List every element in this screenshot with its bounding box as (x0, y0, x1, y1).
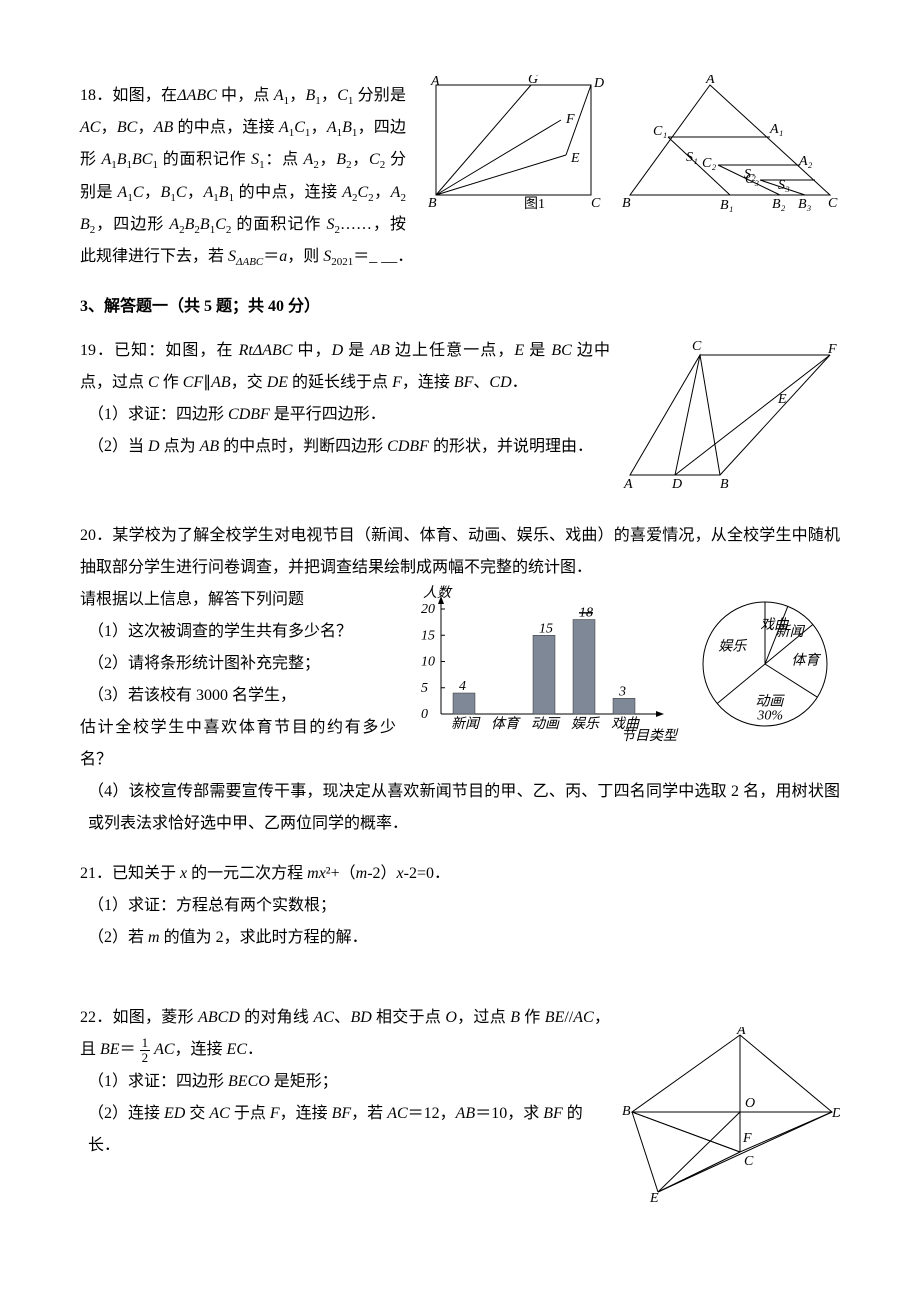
svg-text:18: 18 (579, 606, 593, 621)
svg-text:新闻: 新闻 (451, 716, 481, 732)
svg-text:D: D (831, 1106, 840, 1121)
svg-text:S₃: S₃ (778, 178, 790, 193)
q20-barchart: 人数节目类型051015204新闻体育15动画18娱乐3戏曲 (396, 584, 686, 744)
svg-text:C: C (828, 196, 838, 211)
svg-text:A: A (705, 75, 715, 87)
svg-text:0: 0 (421, 707, 428, 722)
svg-text:C₂: C₂ (702, 156, 716, 171)
svg-text:动画: 动画 (755, 693, 785, 709)
q21-sub2: （2）若 m 的值为 2，求此时方程的解． (80, 922, 840, 954)
svg-text:B: B (622, 1104, 631, 1119)
label-B: B (428, 196, 437, 210)
q21-text: 21．已知关于 x 的一元二次方程 mx²+（m-2）x-2=0． (80, 858, 840, 890)
svg-text:体育: 体育 (791, 653, 821, 669)
svg-text:3: 3 (618, 684, 626, 699)
svg-text:S₁: S₁ (686, 150, 698, 165)
svg-text:A: A (736, 1027, 746, 1038)
svg-text:动画: 动画 (531, 716, 561, 732)
svg-text:戏曲: 戏曲 (611, 716, 640, 732)
q20-charts: 人数节目类型051015204新闻体育15动画18娱乐3戏曲 戏曲新闻体育动画3… (396, 584, 840, 756)
svg-text:10: 10 (421, 655, 435, 670)
q18-figures: A G D F E B 图1 C A B C C₁ A₁ B₁ C₂ A₂ B₂ (416, 75, 840, 215)
label-A: A (430, 75, 440, 89)
q22-figure: A B C D E O F (620, 1027, 840, 1202)
svg-text:娱乐: 娱乐 (571, 716, 600, 732)
label-D: D (593, 76, 604, 91)
svg-text:S₂: S₂ (744, 167, 756, 182)
svg-text:A₁: A₁ (769, 122, 783, 137)
svg-text:30%: 30% (756, 708, 783, 723)
svg-text:C: C (744, 1154, 754, 1169)
svg-text:5: 5 (421, 681, 428, 696)
section-3-header: 3、解答题一（共 5 题；共 40 分） (80, 291, 840, 323)
svg-text:E: E (777, 392, 787, 407)
label-E: E (570, 151, 580, 166)
q18-fig-triangle: A B C C₁ A₁ B₁ C₂ A₂ B₂ C₃ B₃ S₁ S₂ S₃ (620, 75, 840, 215)
label-F: F (565, 112, 575, 127)
question-18: A G D F E B 图1 C A B C C₁ A₁ B₁ C₂ A₂ B₂ (80, 80, 840, 273)
svg-text:15: 15 (539, 621, 553, 636)
question-20: 20．某学校为了解全校学生对电视节目（新闻、体育、动画、娱乐、戏曲）的喜爱情况，… (80, 520, 840, 840)
question-22: A B C D E O F 22．如图，菱形 ABCD 的对角线 AC、BD 相… (80, 1002, 840, 1162)
svg-text:4: 4 (459, 679, 466, 694)
svg-text:F: F (827, 342, 837, 357)
label-G: G (528, 75, 538, 87)
question-19: A D B C F E 19．已知：如图，在 RtΔABC 中，D 是 AB 边… (80, 335, 840, 463)
svg-text:图1: 图1 (524, 197, 545, 210)
svg-text:A: A (623, 477, 633, 490)
svg-text:O: O (745, 1096, 755, 1111)
q18-fig-rectangle: A G D F E B 图1 C (416, 75, 616, 210)
svg-text:D: D (671, 477, 682, 490)
svg-text:B₂: B₂ (772, 197, 786, 212)
label-C: C (591, 196, 601, 210)
q20-sub4: （4）该校宣传部需要宣传干事，现决定从喜欢新闻节目的甲、乙、丙、丁四名同学中选取… (80, 776, 840, 840)
svg-text:15: 15 (421, 628, 435, 643)
q19-figure: A D B C F E (620, 335, 840, 490)
svg-text:B₃: B₃ (798, 197, 812, 212)
svg-text:C: C (692, 339, 702, 354)
svg-text:娱乐: 娱乐 (718, 639, 747, 655)
svg-text:B: B (622, 196, 631, 211)
q20-line1: 20．某学校为了解全校学生对电视节目（新闻、体育、动画、娱乐、戏曲）的喜爱情况，… (80, 520, 840, 584)
q21-sub1: （1）求证：方程总有两个实数根； (80, 890, 840, 922)
q20-piechart: 戏曲新闻体育动画30%娱乐 (690, 584, 840, 744)
svg-text:体育: 体育 (491, 716, 521, 732)
svg-text:A₂: A₂ (798, 154, 813, 169)
svg-text:新闻: 新闻 (776, 624, 806, 640)
svg-text:F: F (742, 1131, 752, 1146)
svg-text:20: 20 (421, 602, 435, 617)
svg-text:人数: 人数 (423, 585, 453, 601)
svg-text:E: E (649, 1191, 659, 1202)
svg-text:C₁: C₁ (653, 124, 667, 139)
svg-text:B₁: B₁ (720, 198, 733, 213)
svg-text:B: B (720, 477, 729, 490)
question-21: 21．已知关于 x 的一元二次方程 mx²+（m-2）x-2=0． （1）求证：… (80, 858, 840, 954)
